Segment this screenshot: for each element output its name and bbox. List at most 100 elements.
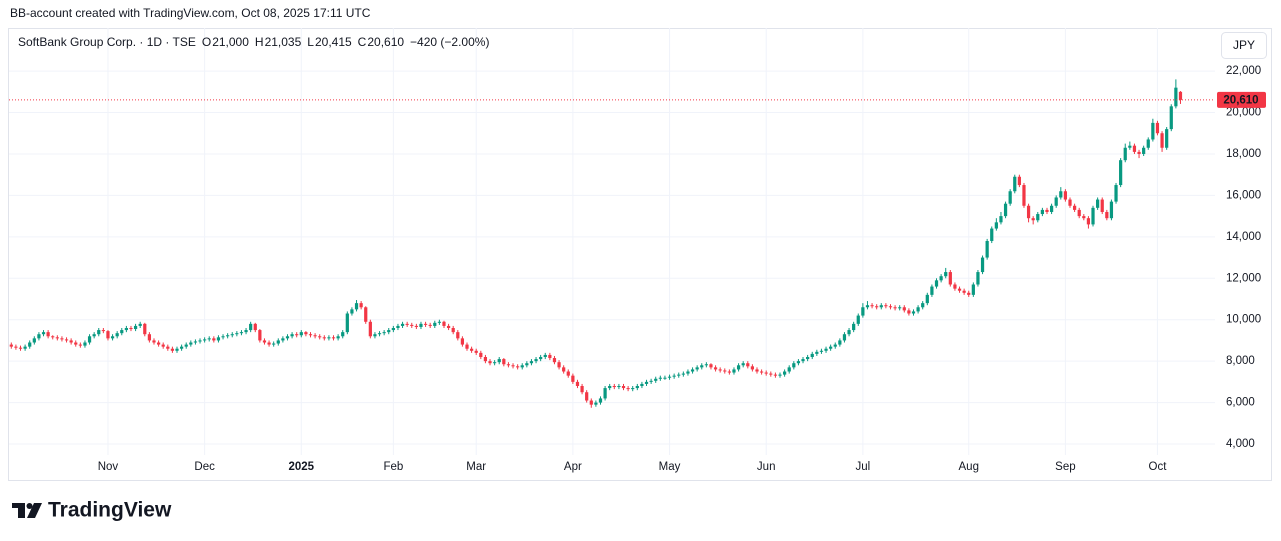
candle-body	[437, 321, 441, 323]
legend-key: H	[255, 35, 264, 49]
candle-body	[295, 334, 299, 336]
brand: TradingView	[48, 499, 172, 522]
x-tick-label: Mar	[466, 461, 486, 473]
x-tick-label: Aug	[959, 461, 979, 473]
candle-body	[1119, 160, 1123, 186]
candle-body	[1151, 122, 1155, 140]
candle-body	[354, 303, 359, 310]
candle-body	[1063, 191, 1068, 200]
candle-body	[764, 372, 768, 374]
candle-body	[469, 348, 474, 351]
candle-body	[322, 337, 326, 339]
legend-key: C	[358, 35, 367, 49]
y-tick-label: 4,000	[1226, 438, 1255, 450]
candle-body	[28, 342, 32, 347]
legend-key: O	[202, 35, 211, 49]
candle-body	[1036, 214, 1040, 221]
x-tick-label: Dec	[194, 461, 215, 473]
candle-body	[787, 367, 791, 372]
candle-body	[479, 352, 483, 358]
candle-body	[258, 330, 262, 341]
candle-body	[801, 359, 805, 362]
candle-body	[74, 342, 78, 345]
candle-body	[405, 323, 409, 325]
candle-body	[46, 332, 50, 337]
candle-body	[944, 272, 948, 277]
candle-body	[483, 357, 488, 362]
candle-body	[525, 363, 529, 366]
candle-body	[663, 377, 667, 379]
y-tick-label: 16,000	[1226, 189, 1261, 201]
y-tick-label: 18,000	[1226, 148, 1261, 160]
candle-body	[640, 383, 644, 387]
candle-body	[1022, 185, 1026, 206]
candle-body	[9, 344, 13, 347]
logo-mark	[26, 503, 33, 509]
candle-body	[175, 348, 179, 351]
candle-body	[1146, 139, 1150, 148]
candle-body	[870, 305, 874, 307]
candle-body	[193, 341, 198, 343]
candle-body	[345, 313, 349, 333]
x-tick-label: Nov	[98, 461, 119, 473]
y-tick-label: 20,000	[1226, 107, 1261, 119]
candle-body	[364, 307, 368, 322]
legend-value: 21,000	[212, 35, 249, 49]
y-tick-label: 14,000	[1226, 231, 1261, 243]
candle-body	[1054, 197, 1058, 206]
candle-body	[1100, 199, 1104, 212]
candle-body	[1169, 106, 1173, 130]
candle-body	[184, 344, 188, 347]
candle-body	[120, 330, 124, 334]
legend-value: 20,610	[367, 35, 404, 49]
candle-body	[925, 294, 929, 304]
legend-value: 21,035	[265, 35, 302, 49]
candle-body	[962, 290, 966, 293]
candle-body	[465, 344, 469, 349]
candle-body	[769, 373, 773, 375]
candle-body	[69, 340, 73, 343]
candle-body	[216, 337, 221, 341]
candle-body	[78, 344, 82, 346]
candle-body	[276, 340, 280, 344]
candle-body	[239, 332, 244, 334]
candle-body	[686, 371, 690, 374]
candle-body	[267, 342, 271, 345]
candle-body	[741, 363, 745, 366]
candle-body	[934, 280, 939, 287]
currency-button[interactable]	[1221, 32, 1267, 59]
candle-body	[313, 335, 317, 337]
candle-body	[1105, 211, 1109, 219]
candle-body	[621, 386, 626, 389]
candle-body	[902, 307, 906, 311]
candle-body	[18, 347, 23, 349]
candle-body	[700, 365, 704, 368]
candle-body	[198, 340, 202, 342]
candle-body	[493, 362, 497, 364]
candle-body	[244, 330, 248, 333]
candle-body	[101, 330, 105, 332]
candle-body	[253, 323, 257, 331]
candle-body	[331, 337, 336, 339]
candle-body	[957, 288, 962, 291]
logo-mark	[27, 503, 42, 518]
candle-body	[898, 307, 902, 309]
candle-body	[875, 306, 879, 308]
candle-body	[51, 336, 55, 338]
candle-body	[778, 374, 782, 376]
x-tick-label: Feb	[383, 461, 403, 473]
currency[interactable]: JPY	[1233, 38, 1255, 52]
candle-body	[456, 332, 460, 339]
candle-body	[617, 386, 621, 388]
candle-body	[815, 351, 819, 354]
candle-body	[1132, 145, 1137, 152]
candle-body	[60, 338, 64, 340]
candle-body	[299, 332, 303, 336]
candle-body	[1072, 205, 1077, 210]
candle-body	[723, 370, 727, 372]
candle-body	[203, 339, 207, 341]
candle-body	[143, 323, 147, 335]
candle-body	[589, 400, 593, 405]
